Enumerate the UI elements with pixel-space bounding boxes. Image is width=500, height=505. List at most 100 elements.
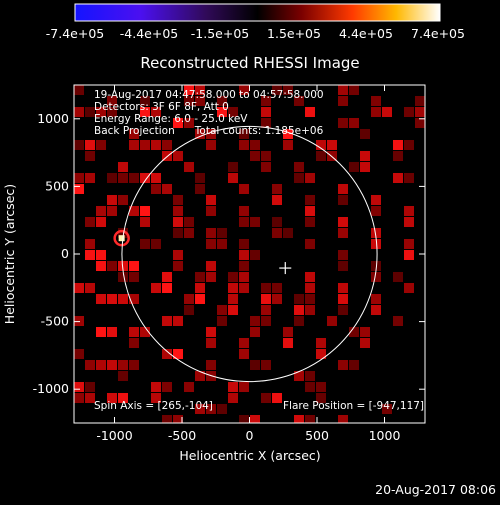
image-pixel (118, 294, 128, 304)
image-pixel (239, 283, 249, 293)
image-pixel (184, 382, 194, 392)
plot-area: -1000 -500 0 500 1000 1000 500 0 -500 -1000 19-A… (33, 84, 426, 443)
image-pixel (173, 217, 183, 227)
image-pixel (239, 140, 249, 150)
image-pixel (74, 393, 84, 403)
image-pixel (162, 140, 172, 150)
image-pixel (239, 184, 249, 194)
image-pixel (162, 184, 172, 194)
image-pixel (162, 272, 172, 282)
image-pixel (151, 283, 161, 293)
image-pixel (250, 360, 260, 370)
image-pixel (206, 239, 216, 249)
image-pixel (85, 217, 95, 227)
image-pixel (173, 250, 183, 260)
image-pixel (239, 338, 249, 348)
back-projection-pattern (74, 85, 425, 423)
image-pixel (85, 140, 95, 150)
image-pixel (85, 107, 95, 117)
y-tick-label: -1000 (33, 381, 69, 396)
image-pixel (404, 206, 414, 216)
image-pixel (184, 96, 194, 106)
image-pixel (371, 228, 381, 238)
image-pixel (151, 382, 161, 392)
image-pixel (173, 261, 183, 271)
image-pixel (283, 140, 293, 150)
image-pixel (85, 151, 95, 161)
image-pixel (118, 162, 128, 172)
image-pixel (206, 360, 216, 370)
y-tick-label: 1000 (37, 111, 69, 126)
image-pixel (118, 371, 128, 381)
image-pixel (118, 272, 128, 282)
image-pixel (74, 140, 84, 150)
colorbar-tick: 1.5e+05 (267, 26, 321, 41)
image-pixel (107, 195, 117, 205)
image-pixel (239, 382, 249, 392)
image-pixel (140, 96, 150, 106)
image-pixel (228, 283, 238, 293)
image-pixel (107, 173, 117, 183)
image-pixel (404, 107, 414, 117)
image-pixel (184, 305, 194, 315)
image-pixel (151, 239, 161, 249)
image-pixel (173, 206, 183, 216)
image-pixel (206, 338, 216, 348)
image-pixel (316, 349, 326, 359)
image-pixel (129, 261, 139, 271)
image-pixel (217, 96, 227, 106)
info-text: 19-Aug-2017 04:47:58.000 to 04:57:58.000… (94, 89, 424, 412)
image-pixel (360, 151, 370, 161)
image-pixel (382, 404, 392, 414)
image-pixel (283, 129, 293, 139)
image-pixel (239, 349, 249, 359)
image-pixel (96, 107, 106, 117)
image-pixel (338, 96, 348, 106)
image-pixel (349, 118, 359, 128)
image-pixel (228, 272, 238, 282)
x-tick-label: 1000 (369, 428, 401, 443)
image-pixel (360, 327, 370, 337)
image-pixel (272, 228, 282, 238)
image-pixel (85, 393, 95, 403)
image-pixel (338, 217, 348, 227)
image-pixel (415, 107, 425, 117)
image-pixel (74, 382, 84, 392)
image-pixel (250, 140, 260, 150)
detectors: Detectors: 3F 6F 8F, Att 0 (94, 101, 229, 113)
image-pixel (151, 184, 161, 194)
image-pixel (206, 261, 216, 271)
image-pixel (162, 415, 172, 423)
image-pixel (107, 393, 117, 403)
image-pixel (184, 217, 194, 227)
colorbar-tick: 7.4e+05 (411, 26, 465, 41)
image-pixel (195, 85, 205, 95)
spin-axis-marker (279, 262, 292, 275)
image-pixel (250, 151, 260, 161)
image-pixel (239, 261, 249, 271)
image-pixel (349, 162, 359, 172)
image-pixel (404, 217, 414, 227)
image-pixel (184, 85, 194, 95)
image-pixel (140, 173, 150, 183)
image-pixel (338, 228, 348, 238)
image-pixel (272, 217, 282, 227)
image-pixel (393, 173, 403, 183)
image-pixel (151, 140, 161, 150)
image-pixel (294, 305, 304, 315)
image-pixel (96, 217, 106, 227)
y-tick-label: 0 (61, 246, 69, 261)
image-pixel (195, 129, 205, 139)
image-pixel (349, 360, 359, 370)
image-pixel (195, 371, 205, 381)
image-pixel (239, 239, 249, 249)
image-pixel (228, 294, 238, 304)
image-pixel (129, 294, 139, 304)
image-pixel (96, 140, 106, 150)
image-pixel (217, 107, 227, 117)
x-axis-label: Heliocentric X (arcsec) (179, 448, 320, 463)
image-pixel (184, 162, 194, 172)
image-pixel (338, 294, 348, 304)
image-pixel (162, 316, 172, 326)
image-pixel (206, 206, 216, 216)
